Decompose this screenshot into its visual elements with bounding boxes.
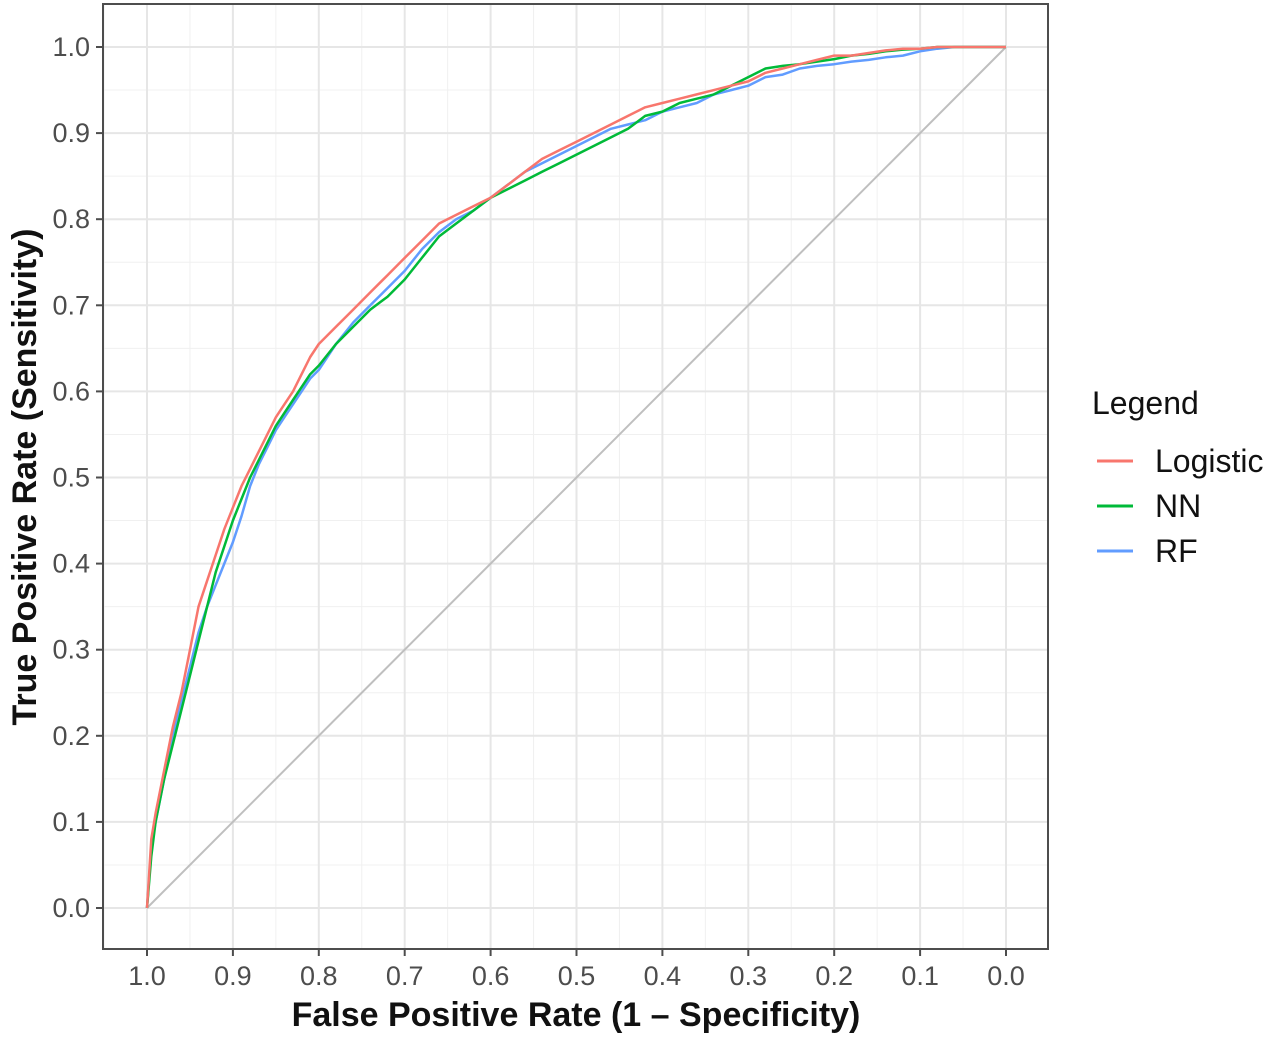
- reference-diagonal-line: [146, 46, 1007, 909]
- x-tick-label: 0.4: [644, 961, 682, 991]
- y-tick-label: 0.5: [52, 463, 90, 493]
- x-tick-label: 1.0: [128, 961, 166, 991]
- x-tick-label: 0.3: [730, 961, 768, 991]
- series-layer: [145, 45, 1006, 909]
- x-tick-label: 0.7: [386, 961, 424, 991]
- legend-items: Logistic NN RF: [1097, 443, 1264, 569]
- y-tick-label: 0.8: [52, 204, 90, 234]
- y-axis-ticks: 0.0 0.1 0.2 0.3 0.4 0.5 0.6 0.7 0.8 0.9 1.0: [52, 32, 103, 923]
- major-gridlines: [103, 4, 1048, 949]
- y-tick-label: 0.2: [52, 721, 90, 751]
- y-tick-label: 1.0: [52, 32, 90, 62]
- y-tick-label: 0.0: [52, 893, 90, 923]
- x-tick-label: 0.8: [300, 961, 338, 991]
- reference-line-layer: [146, 46, 1007, 909]
- legend-label-logistic: Logistic: [1155, 443, 1264, 479]
- y-axis-title: True Positive Rate (Sensitivity): [6, 229, 44, 726]
- x-axis-ticks: 1.0 0.9 0.8 0.7 0.6 0.5 0.4 0.3 0.2 0.1 0.0: [128, 949, 1025, 991]
- legend-title: Legend: [1092, 385, 1199, 421]
- x-tick-label: 0.9: [214, 961, 252, 991]
- legend-label-nn: NN: [1155, 488, 1201, 524]
- x-tick-label: 0.0: [987, 961, 1025, 991]
- y-tick-label: 0.4: [52, 549, 90, 579]
- x-axis-title: False Positive Rate (1 – Specificity): [292, 996, 861, 1034]
- series-line-nn: [145, 45, 1006, 909]
- x-tick-label: 0.5: [558, 961, 596, 991]
- x-tick-label: 0.1: [901, 961, 939, 991]
- y-tick-label: 0.9: [52, 118, 90, 148]
- series-line-logistic: [145, 45, 1006, 909]
- legend: Legend Logistic NN RF: [1092, 385, 1264, 569]
- x-tick-label: 0.2: [815, 961, 853, 991]
- y-tick-label: 0.1: [52, 807, 90, 837]
- y-tick-label: 0.6: [52, 376, 90, 406]
- y-tick-label: 0.7: [52, 290, 90, 320]
- y-tick-label: 0.3: [52, 635, 90, 665]
- legend-label-rf: RF: [1155, 533, 1198, 569]
- x-tick-label: 0.6: [472, 961, 510, 991]
